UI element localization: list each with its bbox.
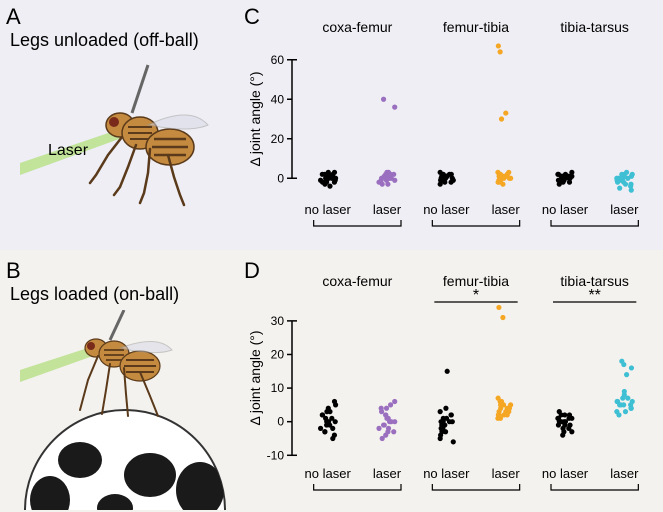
panel-b-title: Legs loaded (on-ball) <box>10 284 179 305</box>
svg-text:laser: laser <box>610 466 639 481</box>
panel-a-title: Legs unloaded (off-ball) <box>10 30 199 51</box>
svg-text:no laser: no laser <box>305 202 352 217</box>
svg-text:femur-tibia: femur-tibia <box>443 19 509 35</box>
svg-text:laser: laser <box>373 202 402 217</box>
svg-text:**: ** <box>588 287 600 304</box>
svg-text:-10: -10 <box>267 448 285 462</box>
panel-a-label: A <box>6 4 21 30</box>
svg-text:no laser: no laser <box>542 466 589 481</box>
fly-onball-illustration <box>20 310 230 510</box>
chart-d: -10 0 10 20 30 Δ joint angle (°) coxa-femur no … <box>250 270 660 510</box>
svg-text:no laser: no laser <box>423 466 470 481</box>
svg-text:60: 60 <box>271 53 285 67</box>
svg-text:20: 20 <box>271 347 285 361</box>
svg-text:40: 40 <box>271 92 285 106</box>
chart-c: 0 20 40 60 Δ joint angle (°) coxa-femur no las… <box>250 16 660 246</box>
svg-text:0: 0 <box>277 415 284 429</box>
svg-text:tibia-tarsus: tibia-tarsus <box>560 19 628 35</box>
svg-text:10: 10 <box>271 381 285 395</box>
svg-text:30: 30 <box>271 314 285 328</box>
svg-text:Δ joint angle (°): Δ joint angle (°) <box>250 71 263 166</box>
panel-b-label: B <box>6 258 21 284</box>
svg-text:coxa-femur: coxa-femur <box>322 273 392 289</box>
svg-text:0: 0 <box>277 171 284 185</box>
fly-offball-illustration: Laser <box>20 55 230 225</box>
svg-text:*: * <box>473 287 479 304</box>
svg-text:laser: laser <box>492 466 521 481</box>
svg-text:laser: laser <box>373 466 402 481</box>
svg-text:no laser: no laser <box>423 202 470 217</box>
svg-text:laser: laser <box>610 202 639 217</box>
svg-text:no laser: no laser <box>542 202 589 217</box>
svg-text:coxa-femur: coxa-femur <box>322 19 392 35</box>
svg-text:no laser: no laser <box>305 466 352 481</box>
svg-text:Δ joint angle (°): Δ joint angle (°) <box>250 330 263 425</box>
svg-text:20: 20 <box>271 132 285 146</box>
svg-text:Laser: Laser <box>48 142 89 159</box>
svg-text:laser: laser <box>492 202 521 217</box>
